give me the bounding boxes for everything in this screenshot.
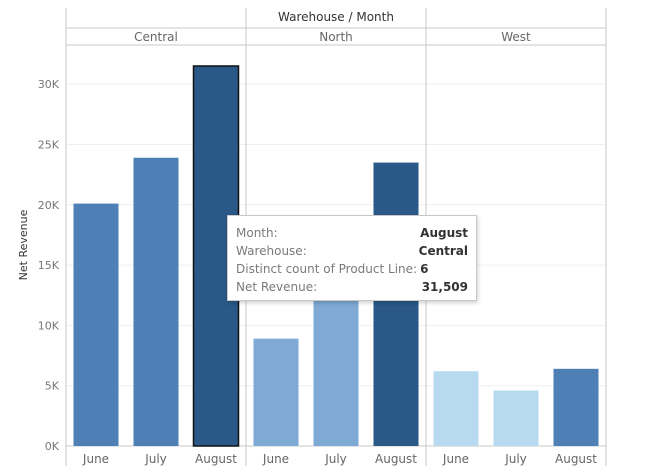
bar-central-july[interactable] (133, 157, 179, 446)
tooltip-row-net-revenue: Net Revenue: 31,509 (236, 278, 468, 296)
bar-north-june[interactable] (253, 338, 299, 446)
tooltip-row-product-line-count: Distinct count of Product Line: 6 (236, 260, 468, 278)
panel-label-west: West (501, 30, 531, 44)
x-tick-label: August (375, 452, 417, 466)
tooltip-value: Central (418, 244, 468, 258)
tooltip-value: 31,509 (421, 280, 468, 294)
y-tick-label: 25K (38, 138, 60, 151)
chart-title: Warehouse / Month (278, 10, 394, 24)
tooltip-key: Warehouse: (236, 244, 307, 258)
x-tick-label: July (144, 452, 167, 466)
y-tick-label: 10K (38, 319, 60, 332)
bar-north-august[interactable] (373, 162, 419, 447)
tooltip-row-month: Month: August (236, 224, 468, 242)
tooltip-row-warehouse: Warehouse: Central (236, 242, 468, 260)
y-tick-label: 5K (45, 380, 60, 393)
y-tick-label: 15K (38, 259, 60, 272)
panel-label-central: Central (134, 30, 178, 44)
y-tick-label: 0K (45, 440, 60, 453)
tooltip-key: Month: (236, 226, 278, 240)
y-axis-title: Net Revenue (17, 209, 30, 280)
tooltip-value: August (420, 226, 468, 240)
x-tick-label: July (324, 452, 347, 466)
bar-central-june[interactable] (73, 203, 119, 446)
y-tick-label: 20K (38, 199, 60, 212)
tooltip-key: Net Revenue: (236, 280, 318, 294)
x-tick-label: August (555, 452, 597, 466)
panel-label-north: North (319, 30, 353, 44)
x-tick-label: August (195, 452, 237, 466)
x-tick-label: June (82, 452, 109, 466)
bar-west-june[interactable] (433, 371, 479, 446)
y-tick-label: 30K (38, 78, 60, 91)
bar-west-july[interactable] (493, 390, 539, 446)
tooltip: Month: August Warehouse: Central Distinc… (227, 215, 477, 301)
bar-north-july[interactable] (313, 298, 359, 446)
bar-west-august[interactable] (553, 368, 599, 446)
x-tick-label: July (504, 452, 527, 466)
tooltip-value: 6 (420, 262, 429, 276)
x-tick-label: June (262, 452, 289, 466)
tooltip-key: Distinct count of Product Line: (236, 262, 418, 276)
x-tick-label: June (442, 452, 469, 466)
